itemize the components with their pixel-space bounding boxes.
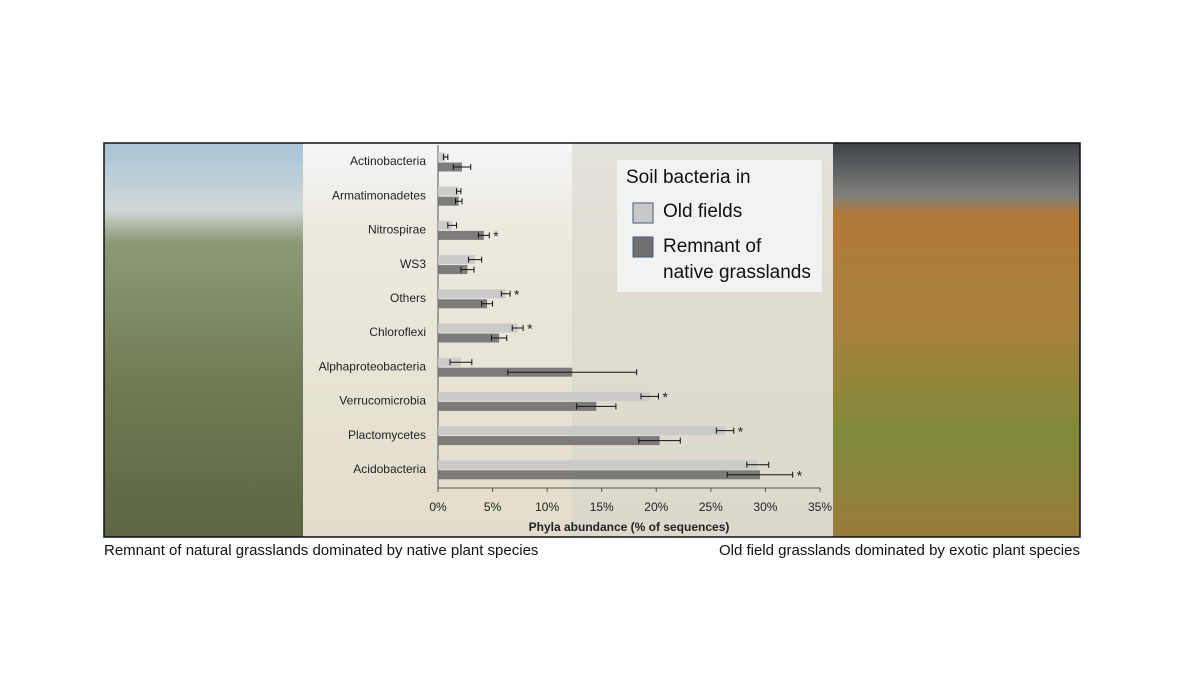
- significance-marker: *: [797, 468, 803, 484]
- bar: [438, 470, 760, 480]
- bar: [438, 367, 573, 377]
- category-label: WS3: [400, 257, 426, 271]
- legend-swatch: [632, 202, 654, 224]
- category-label: Alphaproteobacteria: [319, 359, 427, 373]
- x-axis-title: Phyla abundance (% of sequences): [529, 520, 730, 534]
- bar: [438, 426, 726, 436]
- legend-box: [617, 160, 822, 292]
- x-tick-label: 10%: [535, 500, 559, 514]
- significance-marker: *: [662, 389, 668, 405]
- error-bar: [477, 232, 490, 239]
- error-bar: [468, 256, 483, 263]
- bar: [438, 162, 463, 172]
- right-caption: Old field grasslands dominated by exotic…: [719, 542, 1080, 559]
- error-bar: [490, 335, 508, 341]
- significance-marker: *: [493, 228, 499, 244]
- category-label: Actinobacteria: [350, 154, 426, 168]
- legend-label: Old fields: [663, 201, 742, 222]
- x-tick-label: 0%: [429, 500, 447, 514]
- bar: [438, 436, 660, 446]
- legend-title: Soil bacteria in: [626, 167, 751, 188]
- significance-marker: *: [527, 321, 533, 337]
- x-tick-label: 25%: [699, 500, 723, 514]
- photo-border: [103, 142, 1081, 538]
- bar: [438, 323, 518, 333]
- error-bar: [500, 290, 511, 297]
- bar: [438, 289, 506, 299]
- bar: [438, 265, 468, 275]
- bar: [438, 333, 500, 343]
- error-bar: [456, 188, 462, 195]
- legend-label: Remnant of native grasslands: [663, 236, 811, 283]
- category-label: Others: [390, 291, 426, 305]
- bar: [438, 357, 461, 367]
- significance-marker: *: [514, 287, 520, 303]
- bar: [438, 401, 597, 411]
- category-label: Plactomycetes: [348, 428, 426, 442]
- error-bar: [507, 369, 638, 376]
- bar: [438, 152, 446, 162]
- category-label: Chloroflexi: [369, 325, 426, 339]
- x-tick-label: 20%: [644, 500, 668, 514]
- error-bar: [638, 437, 681, 444]
- bar: [438, 186, 459, 196]
- legend-swatch: [632, 236, 654, 258]
- bar: [438, 196, 459, 206]
- error-bar: [449, 359, 473, 366]
- error-bar: [746, 461, 770, 468]
- category-label: Verrucomicrobia: [339, 394, 426, 408]
- left-photo: [104, 143, 304, 537]
- category-label: Nitrospirae: [368, 223, 426, 237]
- error-bar: [454, 198, 463, 205]
- error-bar: [640, 393, 659, 400]
- x-tick-label: 5%: [484, 500, 502, 514]
- error-bar: [460, 266, 475, 273]
- error-bar: [576, 403, 617, 410]
- significance-marker: *: [738, 423, 744, 439]
- category-label: Acidobacteria: [353, 462, 426, 476]
- x-tick-label: 15%: [590, 500, 614, 514]
- bar: [438, 391, 650, 401]
- error-bar: [511, 325, 524, 331]
- error-bar: [726, 471, 794, 478]
- bar: [438, 299, 488, 309]
- category-label: Armatimonadetes: [332, 188, 426, 202]
- x-tick-label: 35%: [808, 500, 832, 514]
- error-bar: [481, 300, 494, 307]
- x-tick-label: 30%: [753, 500, 777, 514]
- error-bar: [447, 222, 458, 229]
- right-photo: [833, 143, 1080, 537]
- error-bar: [442, 154, 449, 160]
- bar: [438, 220, 453, 230]
- bar: [438, 460, 758, 470]
- bar: [438, 255, 476, 265]
- bar: [438, 230, 484, 240]
- left-caption: Remnant of natural grasslands dominated …: [104, 542, 538, 559]
- error-bar: [715, 427, 735, 434]
- error-bar: [452, 164, 472, 170]
